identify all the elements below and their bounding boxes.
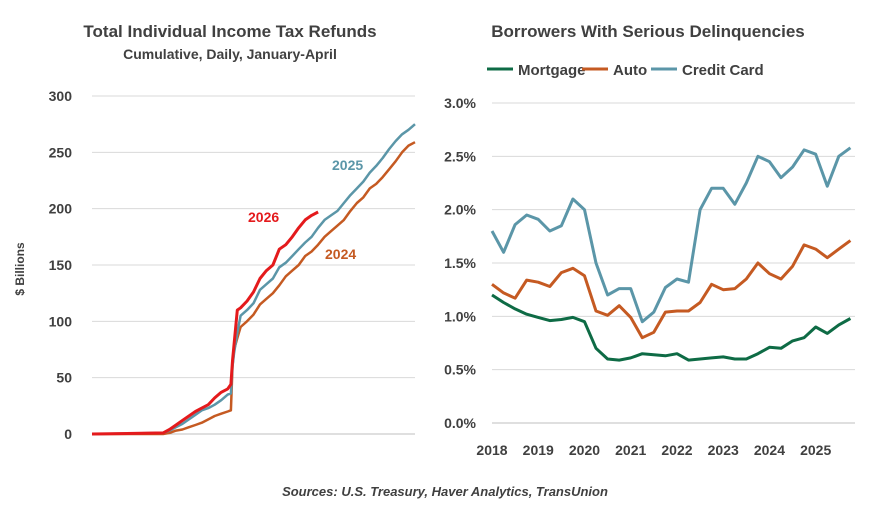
refunds-line-2024	[92, 141, 416, 436]
legend-label-auto: Auto	[613, 62, 647, 79]
left-chart-title: Total Individual Income Tax Refunds	[83, 22, 377, 41]
series-label-2026: 2026	[248, 209, 279, 225]
delinquencies-y-tick-label: 1.5%	[444, 255, 476, 271]
delinquencies-y-tick-label: 0.0%	[444, 415, 476, 431]
delinquencies-x-tick-label: 2019	[523, 442, 554, 458]
refunds-y-tick-label: 200	[49, 201, 73, 217]
delinquencies-y-tick-label: 3.0%	[444, 95, 476, 111]
refunds-gridlines	[92, 95, 415, 379]
refunds-y-tick-label: 100	[49, 313, 73, 329]
source-note: Sources: U.S. Treasury, Haver Analytics,…	[282, 484, 608, 499]
legend-label-credit-card: Credit Card	[682, 62, 764, 79]
delinquencies-x-tick-label: 2022	[661, 442, 692, 458]
delinquencies-y-tick-label: 2.5%	[444, 148, 476, 164]
refunds-y-tick-label: 0	[64, 426, 72, 442]
legend-label-mortgage: Mortgage	[518, 62, 586, 79]
delinquencies-legend: Mortgage Auto Credit Card	[487, 62, 764, 79]
refunds-y-tick-label: 250	[49, 144, 73, 160]
delinquencies-y-tick-label: 1.0%	[444, 308, 476, 324]
refunds-series-lines	[91, 123, 416, 436]
left-chart-subtitle: Cumulative, Daily, January-April	[123, 46, 337, 62]
delinquencies-gridlines	[492, 102, 855, 371]
delinquencies-series-lines	[490, 146, 852, 362]
delinquencies-line-mortgage	[491, 293, 852, 362]
refunds-y-axis-label: $ Billions	[13, 242, 27, 296]
delinquencies-y-tick-label: 2.0%	[444, 202, 476, 218]
refunds-y-tick-label: 300	[49, 88, 73, 104]
delinquencies-chart: 0.0% 0.5% 1.0% 1.5% 2.0% 2.5% 3.0% 2018 2019 202…	[444, 62, 855, 458]
delinquencies-x-tick-label: 2024	[754, 442, 785, 458]
refunds-line-2026	[91, 210, 319, 436]
delinquencies-x-tick-labels: 2018 2019 2020 2021 2022 2023 2024 2025	[476, 442, 831, 458]
right-chart-title: Borrowers With Serious Delinquencies	[491, 22, 805, 41]
refunds-y-tick-labels: 0 50 100 150 200 250 300	[49, 88, 73, 442]
delinquencies-y-tick-labels: 0.0% 0.5% 1.0% 1.5% 2.0% 2.5% 3.0%	[444, 95, 476, 431]
refunds-y-tick-label: 50	[56, 370, 72, 386]
refunds-line-2025	[91, 123, 416, 436]
delinquencies-line-auto	[491, 239, 852, 340]
refunds-y-tick-label: 150	[49, 257, 73, 273]
delinquencies-x-tick-label: 2018	[476, 442, 507, 458]
series-label-2024: 2024	[325, 246, 356, 262]
delinquencies-x-tick-label: 2021	[615, 442, 646, 458]
delinquencies-x-tick-label: 2025	[800, 442, 831, 458]
delinquencies-line-credit-card	[490, 146, 852, 324]
delinquencies-x-tick-label: 2023	[708, 442, 739, 458]
series-label-2025: 2025	[332, 157, 363, 173]
delinquencies-y-tick-label: 0.5%	[444, 362, 476, 378]
delinquencies-x-tick-label: 2020	[569, 442, 600, 458]
